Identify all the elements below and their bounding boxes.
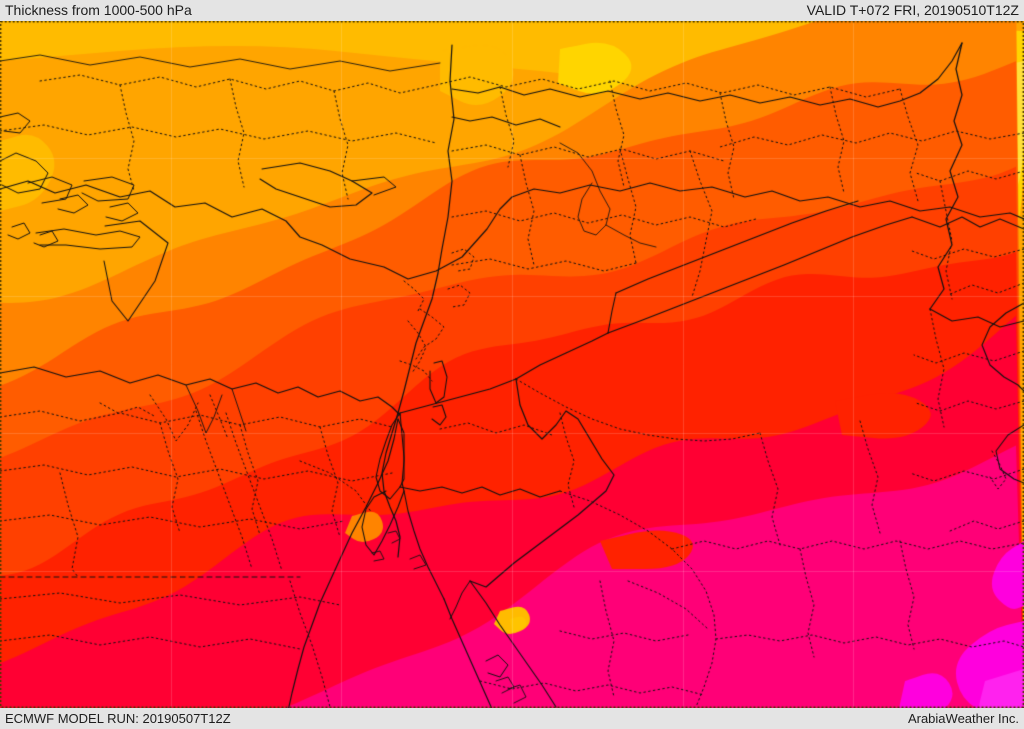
valid-time-label: VALID T+072 FRI, 20190510T12Z xyxy=(806,2,1019,18)
footer-bar: ECMWF MODEL RUN: 20190507T12Z ArabiaWeat… xyxy=(0,708,1024,729)
model-run-label: ECMWF MODEL RUN: 20190507T12Z xyxy=(5,711,231,726)
map-viewport[interactable] xyxy=(0,21,1024,708)
attribution-label: ArabiaWeather Inc. xyxy=(907,711,1019,726)
page-title: Thickness from 1000-500 hPa xyxy=(5,2,192,18)
header-bar: Thickness from 1000-500 hPa VALID T+072 … xyxy=(0,0,1024,21)
thickness-contour-map[interactable] xyxy=(0,21,1024,708)
